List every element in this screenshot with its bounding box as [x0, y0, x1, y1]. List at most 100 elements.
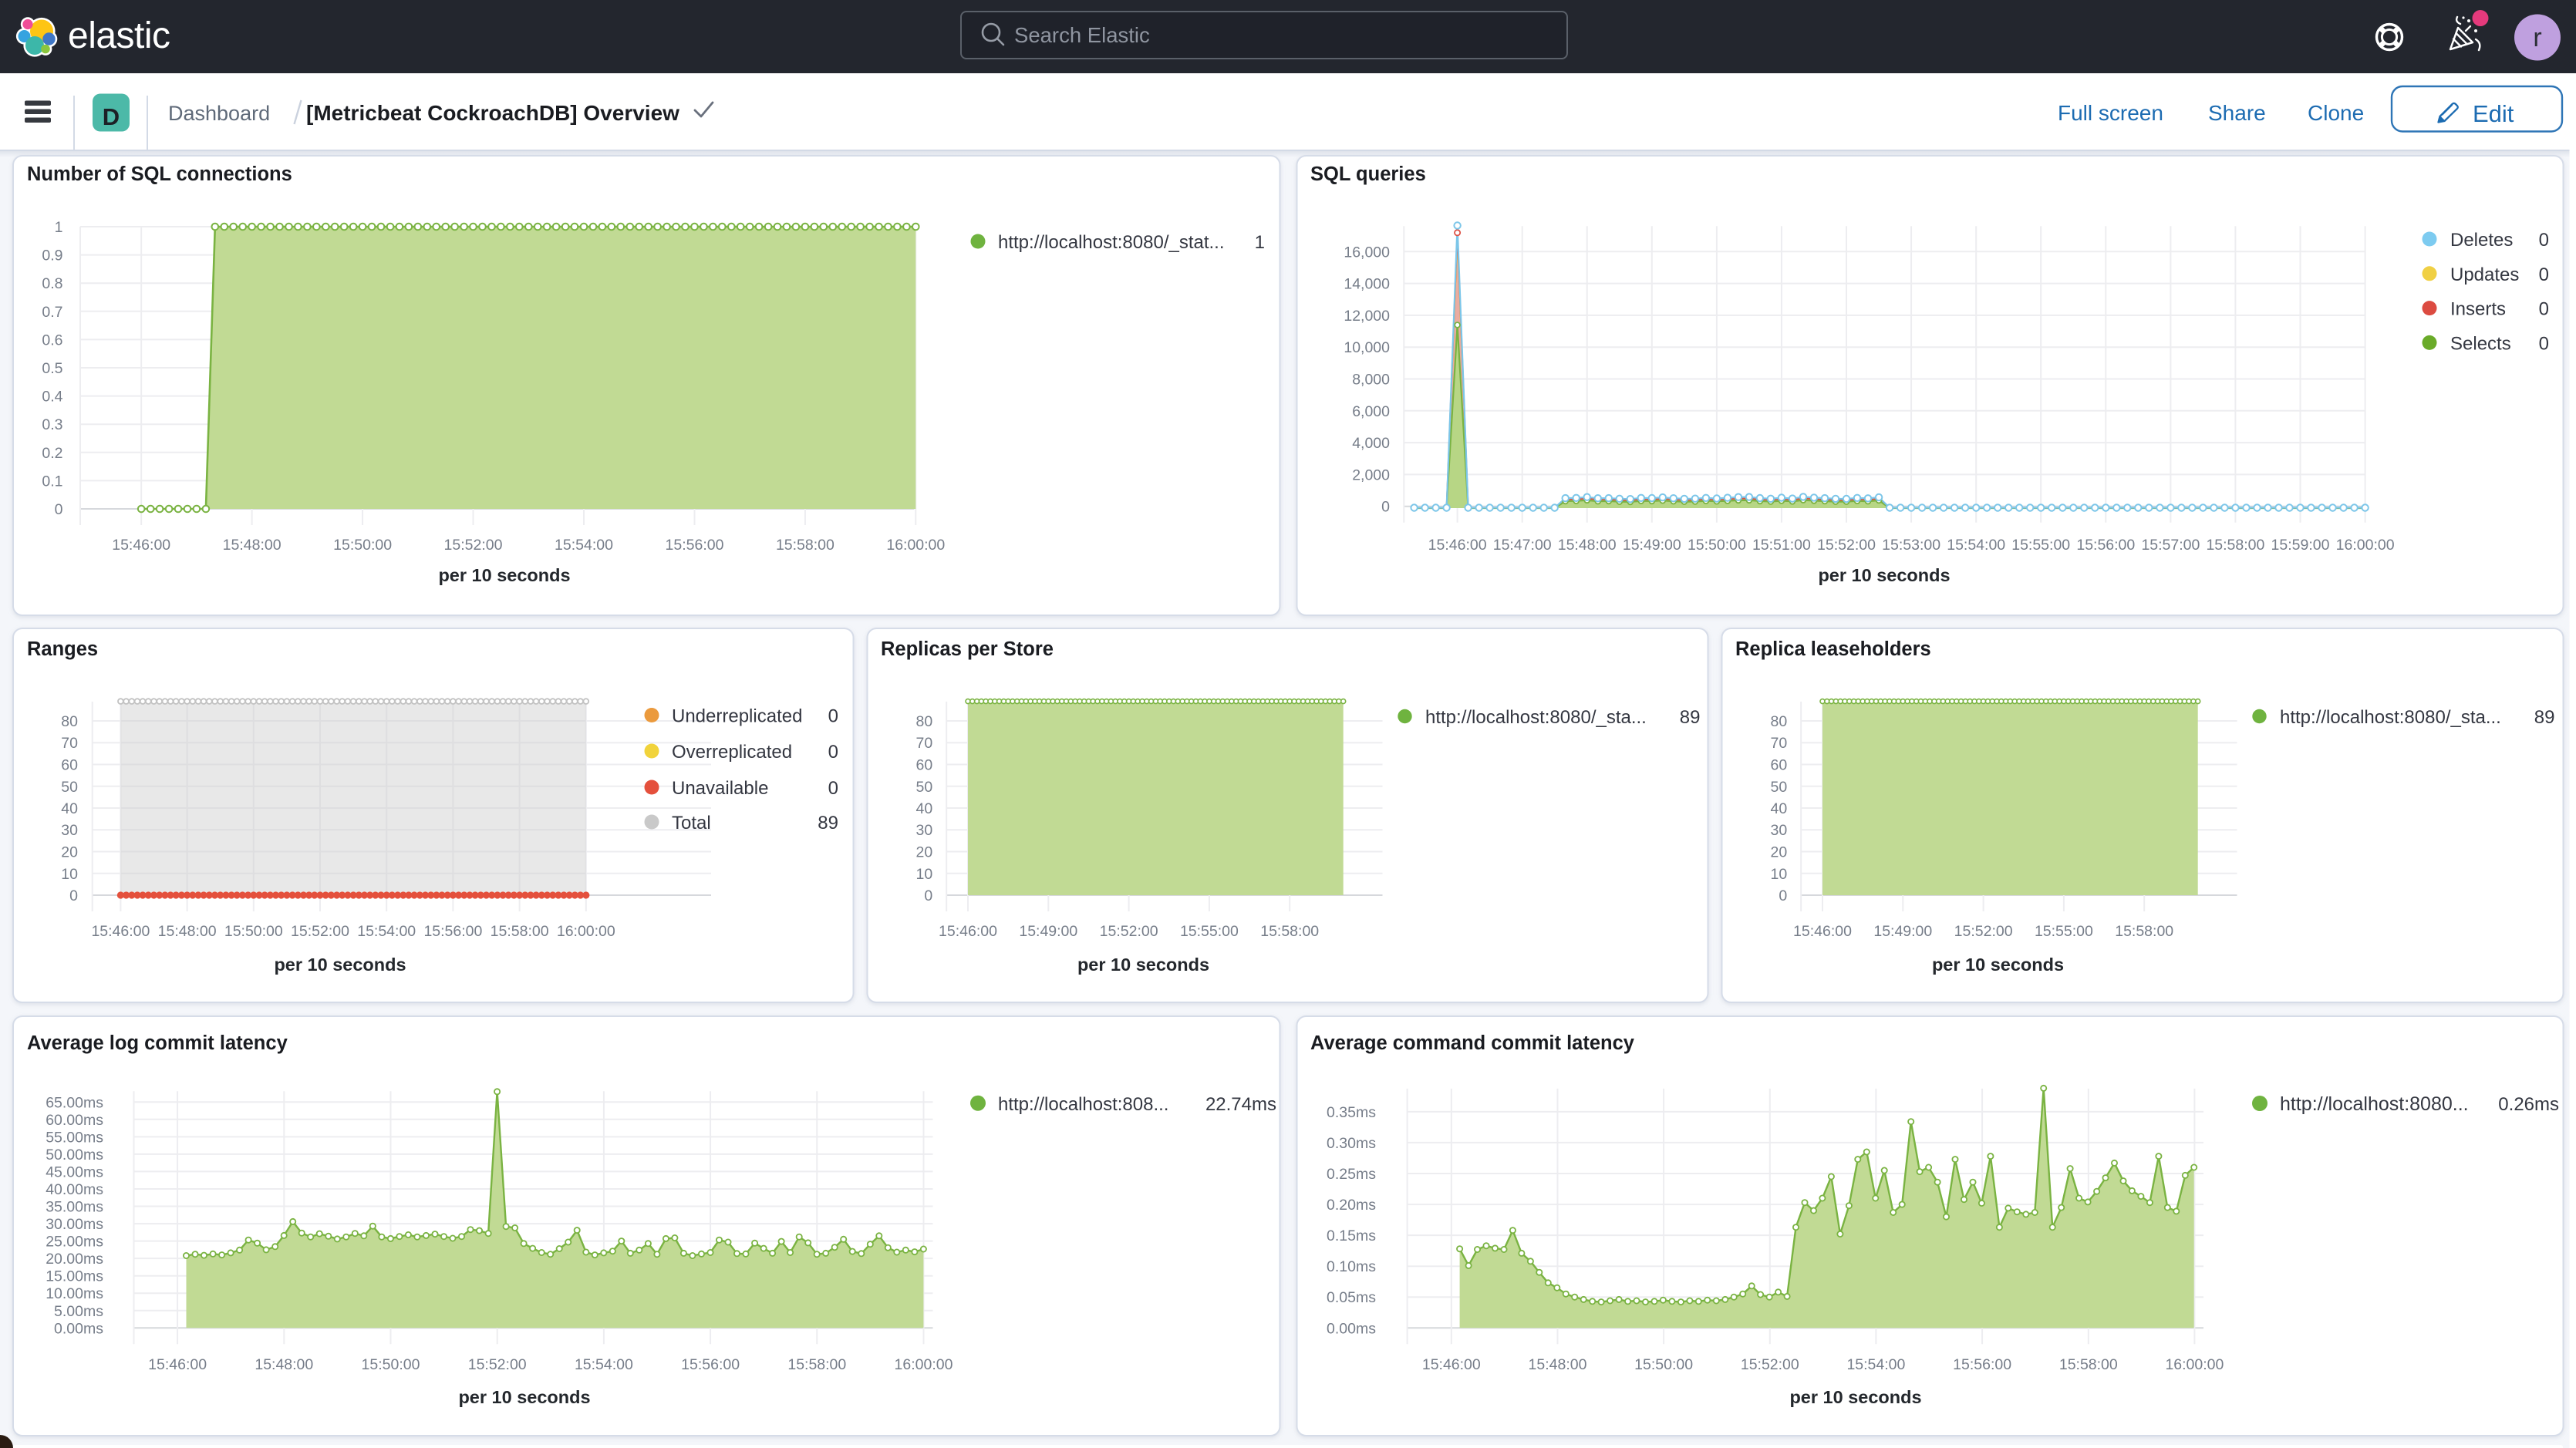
- svg-text:16,000: 16,000: [1344, 244, 1390, 261]
- svg-text:Unavailable: Unavailable: [672, 778, 768, 799]
- svg-text:Total: Total: [672, 813, 711, 833]
- svg-text:12,000: 12,000: [1344, 308, 1390, 325]
- svg-text:1: 1: [55, 219, 63, 236]
- svg-text:D: D: [103, 103, 120, 130]
- svg-text:40: 40: [61, 800, 78, 817]
- svg-text:15:59:00: 15:59:00: [2271, 537, 2330, 554]
- svg-text:15:54:00: 15:54:00: [1947, 537, 2005, 554]
- svg-text:30.00ms: 30.00ms: [46, 1216, 103, 1233]
- svg-text:40: 40: [915, 800, 932, 817]
- svg-text:15:50:00: 15:50:00: [333, 537, 392, 554]
- svg-text:0.05ms: 0.05ms: [1327, 1289, 1376, 1306]
- svg-text:15:56:00: 15:56:00: [1953, 1356, 2011, 1373]
- svg-text:0.20ms: 0.20ms: [1327, 1197, 1376, 1214]
- svg-text:Average command commit latency: Average command commit latency: [1310, 1032, 1635, 1054]
- svg-text:20: 20: [1770, 844, 1787, 861]
- svg-text:0.10ms: 0.10ms: [1327, 1258, 1376, 1275]
- svg-text:0: 0: [1779, 887, 1787, 904]
- svg-text:89: 89: [2534, 707, 2555, 728]
- svg-text:15:58:00: 15:58:00: [2059, 1356, 2118, 1373]
- svg-text:15:53:00: 15:53:00: [1882, 537, 1940, 554]
- svg-text:15:49:00: 15:49:00: [1873, 923, 1932, 940]
- svg-text:0: 0: [828, 706, 838, 727]
- svg-text:per 10 seconds: per 10 seconds: [1932, 955, 2064, 975]
- svg-text:80: 80: [915, 713, 932, 730]
- svg-text:1: 1: [1255, 232, 1265, 253]
- svg-text:10: 10: [1770, 866, 1787, 883]
- svg-text:65.00ms: 65.00ms: [46, 1094, 103, 1111]
- svg-text:0.00ms: 0.00ms: [1327, 1320, 1376, 1337]
- svg-text:80: 80: [1770, 713, 1787, 730]
- svg-text:Ranges: Ranges: [27, 638, 98, 660]
- svg-text:http://localhost:808...: http://localhost:808...: [998, 1094, 1168, 1115]
- svg-text:15:49:00: 15:49:00: [1019, 923, 1077, 940]
- svg-text:0.8: 0.8: [42, 275, 62, 292]
- svg-text:0.30ms: 0.30ms: [1327, 1135, 1376, 1152]
- svg-text:70: 70: [915, 735, 932, 752]
- svg-text:89: 89: [1680, 707, 1701, 728]
- svg-text:15:54:00: 15:54:00: [575, 1356, 633, 1373]
- svg-text:5.00ms: 5.00ms: [54, 1303, 103, 1320]
- svg-text:Overreplicated: Overreplicated: [672, 742, 792, 763]
- svg-text:15:58:00: 15:58:00: [787, 1356, 846, 1373]
- svg-text:15:58:00: 15:58:00: [1260, 923, 1319, 940]
- svg-text:15:48:00: 15:48:00: [1558, 537, 1617, 554]
- svg-text:Dashboard: Dashboard: [168, 102, 270, 125]
- svg-text:per 10 seconds: per 10 seconds: [274, 955, 406, 975]
- svg-text:elastic: elastic: [68, 15, 170, 56]
- svg-text:45.00ms: 45.00ms: [46, 1163, 103, 1180]
- svg-text:60.00ms: 60.00ms: [46, 1112, 103, 1129]
- svg-text:15:57:00: 15:57:00: [2141, 537, 2200, 554]
- svg-text:0: 0: [69, 887, 78, 904]
- svg-text:15:58:00: 15:58:00: [776, 537, 835, 554]
- svg-text:15:48:00: 15:48:00: [158, 923, 217, 940]
- svg-text:per 10 seconds: per 10 seconds: [438, 565, 570, 585]
- svg-text:15:55:00: 15:55:00: [2035, 923, 2093, 940]
- svg-text:15:54:00: 15:54:00: [1846, 1356, 1905, 1373]
- svg-text:50: 50: [1770, 779, 1787, 796]
- svg-text:per 10 seconds: per 10 seconds: [1818, 565, 1950, 585]
- svg-text:15:48:00: 15:48:00: [223, 537, 282, 554]
- svg-text:Clone: Clone: [2308, 101, 2364, 125]
- svg-text:0.15ms: 0.15ms: [1327, 1227, 1376, 1244]
- svg-text:per 10 seconds: per 10 seconds: [458, 1387, 590, 1407]
- svg-text:15:50:00: 15:50:00: [224, 923, 283, 940]
- svg-text:6,000: 6,000: [1352, 403, 1390, 420]
- svg-text:15:48:00: 15:48:00: [1529, 1356, 1587, 1373]
- svg-text:89: 89: [818, 813, 838, 833]
- svg-text:60: 60: [1770, 757, 1787, 774]
- svg-text:0.00ms: 0.00ms: [54, 1320, 103, 1337]
- svg-text:Inserts: Inserts: [2450, 299, 2506, 320]
- svg-text:70: 70: [61, 735, 78, 752]
- svg-text:15:55:00: 15:55:00: [1180, 923, 1239, 940]
- svg-text:50: 50: [915, 779, 932, 796]
- svg-text:15:58:00: 15:58:00: [2206, 537, 2264, 554]
- svg-text:4,000: 4,000: [1352, 435, 1390, 452]
- svg-text:20: 20: [915, 844, 932, 861]
- svg-text:per 10 seconds: per 10 seconds: [1077, 955, 1209, 975]
- svg-text:Replicas per Store: Replicas per Store: [881, 638, 1054, 660]
- svg-text:15:46:00: 15:46:00: [1793, 923, 1852, 940]
- svg-text:http://localhost:8080...: http://localhost:8080...: [2280, 1093, 2469, 1115]
- svg-text:50: 50: [61, 779, 78, 796]
- svg-text:15:46:00: 15:46:00: [112, 537, 170, 554]
- svg-text:15:46:00: 15:46:00: [91, 923, 150, 940]
- svg-text:40.00ms: 40.00ms: [46, 1181, 103, 1198]
- svg-text:60: 60: [915, 757, 932, 774]
- svg-text:55.00ms: 55.00ms: [46, 1129, 103, 1146]
- svg-text:10: 10: [915, 866, 932, 883]
- svg-text:80: 80: [61, 713, 78, 730]
- svg-text:0.35ms: 0.35ms: [1327, 1104, 1376, 1121]
- svg-text:Number of SQL connections: Number of SQL connections: [27, 163, 292, 185]
- svg-text:50.00ms: 50.00ms: [46, 1147, 103, 1163]
- svg-text:0.6: 0.6: [42, 332, 62, 349]
- svg-text:http://localhost:8080/_sta...: http://localhost:8080/_sta...: [2280, 707, 2501, 728]
- svg-text:20: 20: [61, 844, 78, 861]
- svg-text:16:00:00: 16:00:00: [2336, 537, 2395, 554]
- svg-text:0: 0: [1381, 499, 1390, 516]
- svg-text:60: 60: [61, 757, 78, 774]
- svg-text:0.4: 0.4: [42, 389, 62, 406]
- svg-text:30: 30: [915, 822, 932, 839]
- svg-text:0: 0: [924, 887, 932, 904]
- svg-text:0: 0: [2539, 333, 2549, 354]
